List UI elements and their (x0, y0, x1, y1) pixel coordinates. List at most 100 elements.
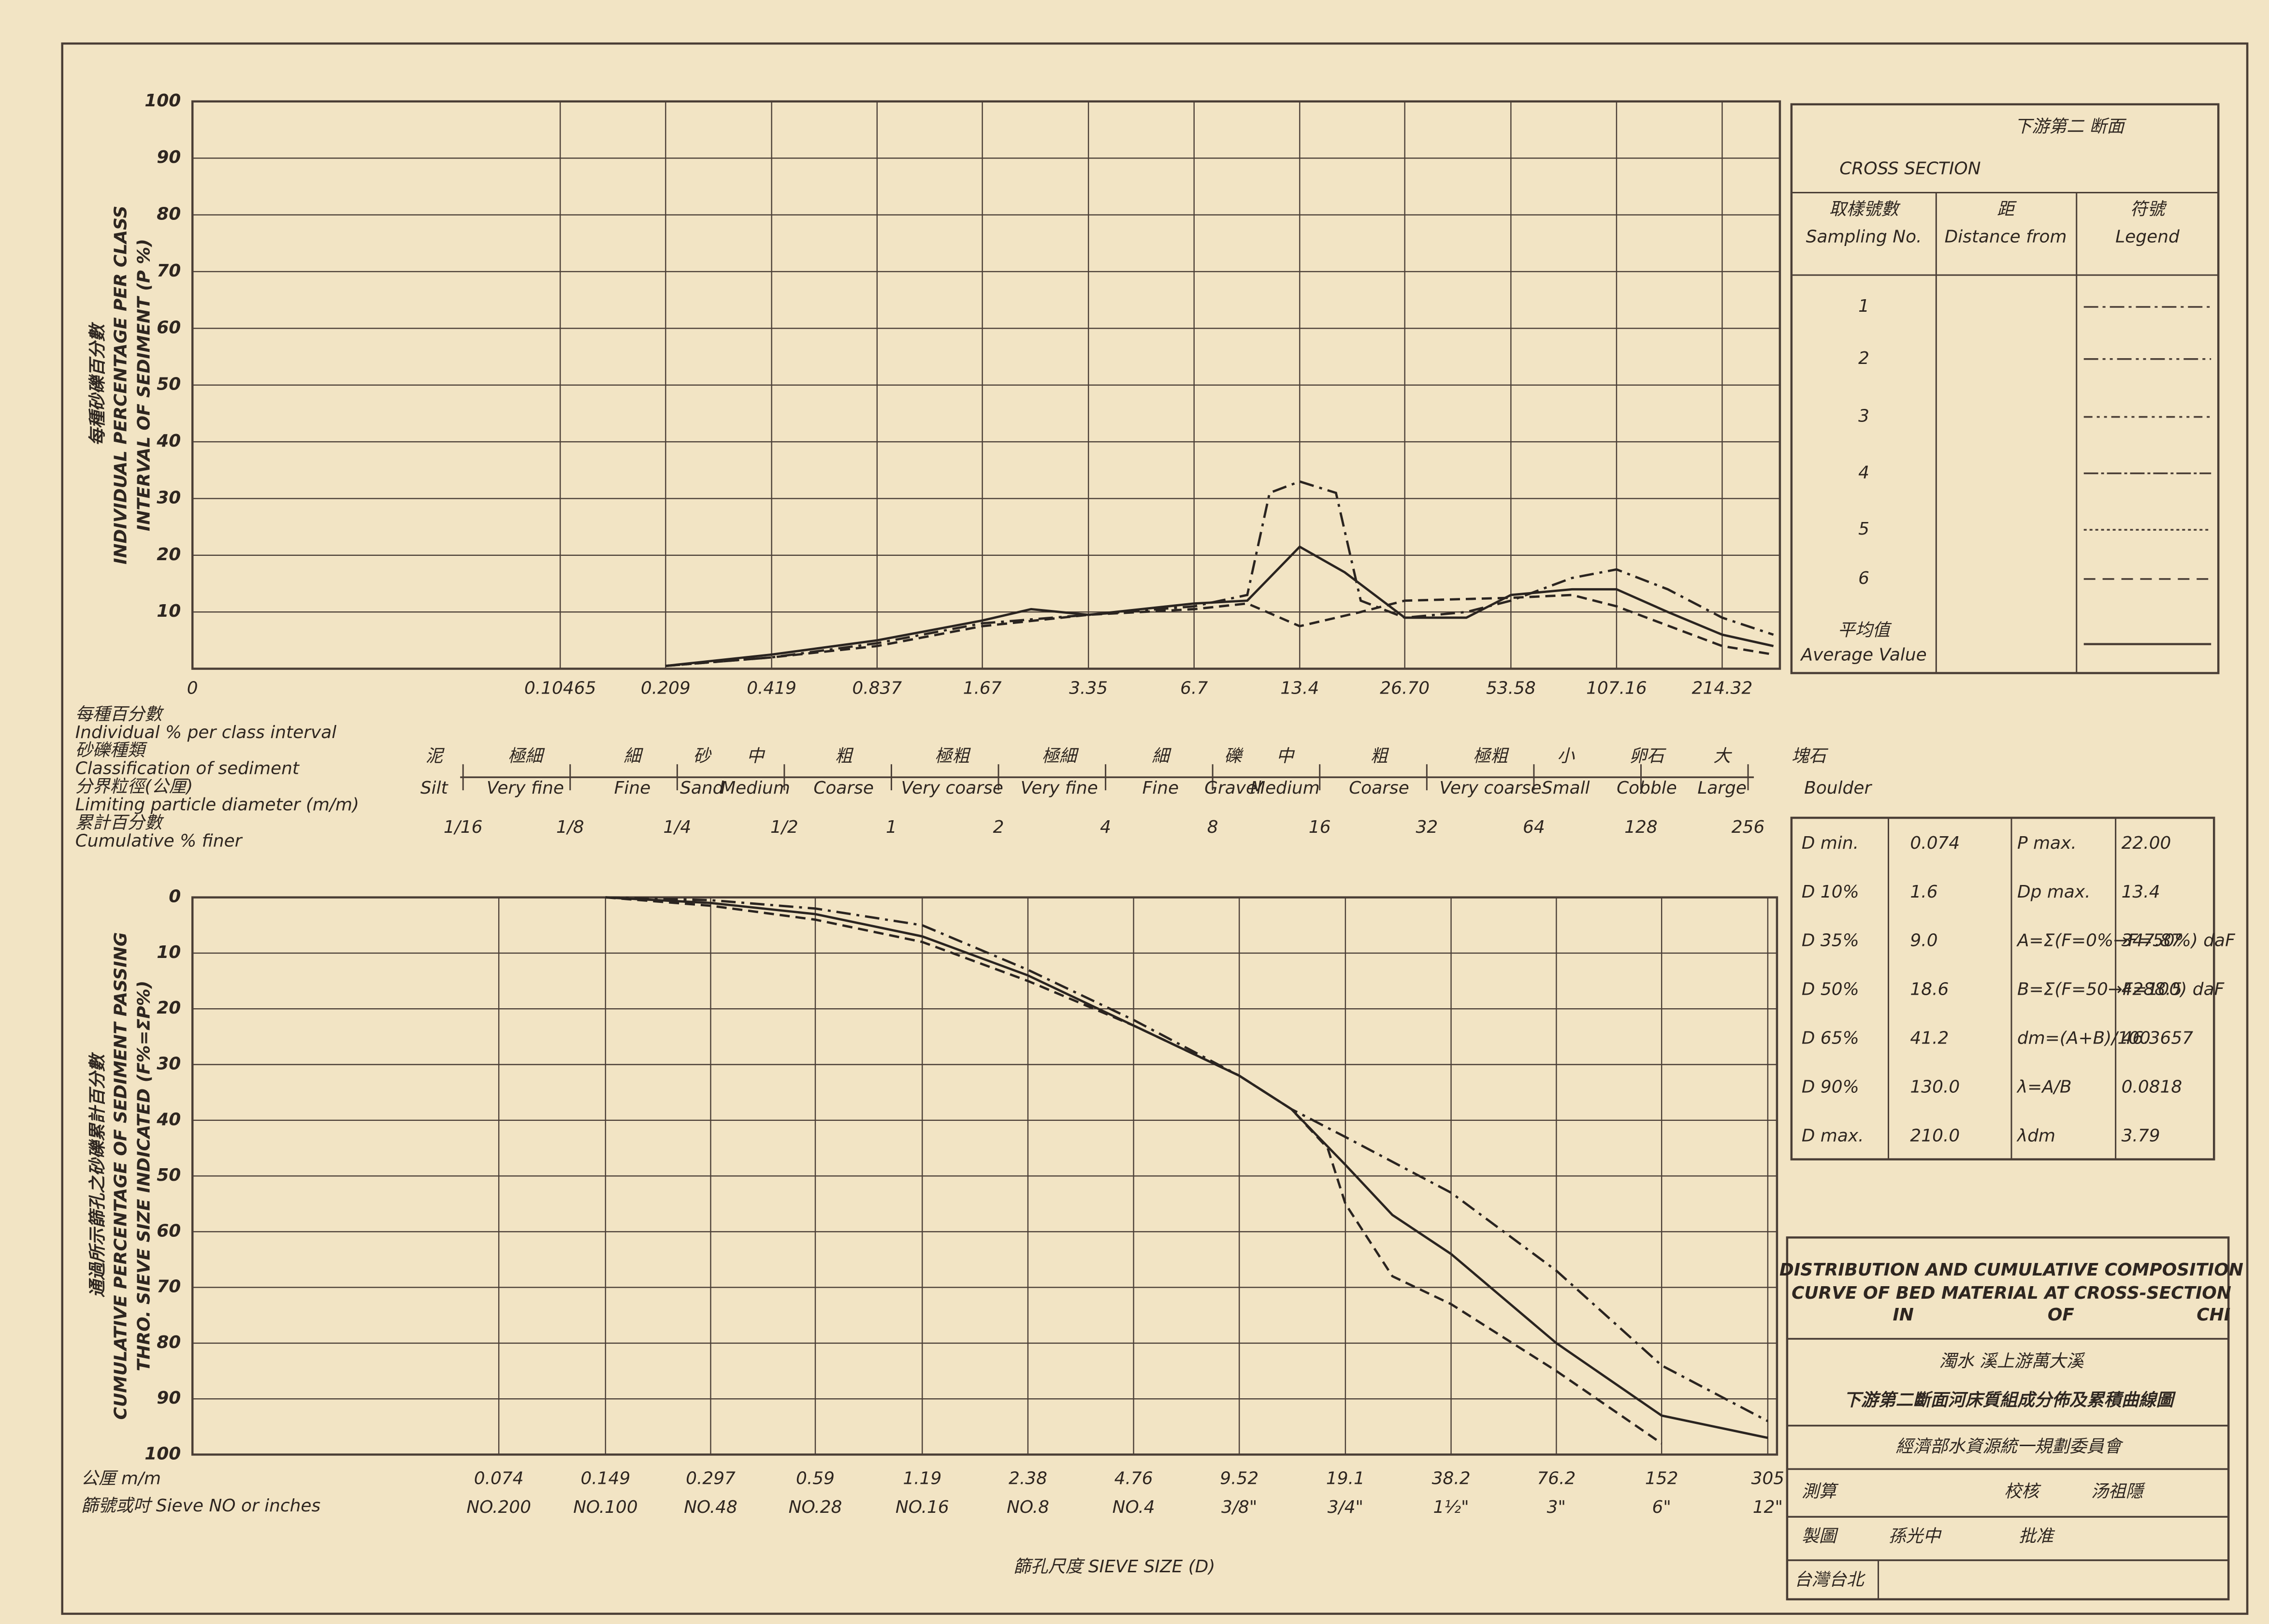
class-zh: 細 (1152, 746, 1171, 766)
y-tick-label: 30 (157, 488, 181, 508)
row-label: Classification of sediment (75, 759, 300, 779)
title-english: OF (2048, 1305, 2075, 1325)
x-tick-label: 214.32 (1692, 678, 1753, 698)
param-cell: dm=(A+B)/100 (2017, 1029, 2151, 1048)
limit-label: 8 (1207, 817, 1218, 837)
param-cell: 18.6 (1910, 980, 1949, 1000)
average-label: Average Value (1800, 645, 1927, 665)
y-tick-label: 70 (157, 1277, 181, 1297)
row-label: 砂礫種類 (75, 740, 148, 760)
param-cell: Dp max. (2017, 882, 2091, 902)
title-english: CHI (2197, 1305, 2230, 1325)
table-frame (1790, 103, 2220, 674)
x-tick-label: 3.35 (1069, 678, 1108, 698)
row-label: 分界粒徑(公厘) (75, 777, 193, 797)
param-cell: B=Σ(F=50→F=100) daF (2017, 980, 2225, 1000)
y-tick-label: 50 (157, 1165, 181, 1185)
param-cell: D 65% (1802, 1029, 1859, 1048)
param-cell: 210.0 (1910, 1126, 1960, 1146)
param-frame (1790, 816, 2215, 1160)
limit-label: 256 (1732, 817, 1765, 837)
sieve-label: 12" (1753, 1497, 1783, 1517)
sample-number: 1 (1858, 296, 1869, 316)
x-tick-label: 0.10465 (524, 678, 596, 698)
x-tick-label: 0.837 (852, 678, 902, 698)
y-axis-label: 通過所示篩孔之砂礫累計百分數 (88, 1052, 108, 1298)
data-line (665, 545, 1774, 667)
x-tick-label: 38.2 (1432, 1468, 1471, 1488)
axis-note: 公厘 m/m (81, 1468, 161, 1488)
class-en: Cobble (1617, 778, 1677, 798)
river-name: 濁水 溪上游萬大溪 (1939, 1351, 2086, 1371)
x-tick-label: 107.16 (1586, 678, 1647, 698)
param-cell: 41.2 (1910, 1029, 1949, 1048)
limit-label: 16 (1309, 817, 1331, 837)
x-axis-label: 篩孔尺度 SIEVE SIZE (D) (1013, 1557, 1215, 1577)
limit-label: 1 (886, 817, 897, 837)
class-en: Silt (420, 778, 449, 798)
param-cell: D min. (1802, 833, 1859, 853)
table-header: Distance from (1945, 227, 2067, 246)
param-cell: 4288.5 (2122, 980, 2182, 1000)
class-zh: 極細 (1042, 746, 1079, 766)
sieve-label: 3/4" (1328, 1497, 1363, 1517)
class-en: Coarse (1349, 778, 1409, 798)
x-tick-label: 0.149 (580, 1468, 630, 1488)
y-axis-label: THRO. SIEVE SIZE INDICATED (F%=ΣP%) (134, 981, 154, 1371)
y-tick-label: 100 (145, 1444, 181, 1464)
y-tick-label: 30 (157, 1054, 181, 1073)
class-en: Large (1697, 778, 1747, 798)
x-tick-label: 53.58 (1486, 678, 1536, 698)
sieve-label: 3/8" (1221, 1497, 1257, 1517)
average-label: 平均值 (1838, 621, 1892, 640)
sieve-label: NO.4 (1113, 1497, 1155, 1517)
class-zh: 極細 (508, 746, 545, 766)
class-en: Very coarse (1439, 778, 1541, 798)
y-tick-label: 10 (157, 942, 181, 962)
sieve-label: NO.16 (896, 1497, 949, 1517)
x-tick-label: 9.52 (1220, 1468, 1258, 1488)
limit-label: 2 (993, 817, 1004, 837)
origin-label: 0 (187, 678, 198, 698)
limit-label: 32 (1416, 817, 1438, 837)
y-tick-label: 50 (157, 375, 181, 394)
place: 台灣台北 (1794, 1570, 1866, 1590)
sieve-label: NO.8 (1007, 1497, 1049, 1517)
limit-label: 1/2 (770, 817, 798, 837)
x-tick-label: 0.297 (686, 1468, 736, 1488)
class-en: Medium (1250, 778, 1320, 798)
limit-label: 1/4 (663, 817, 691, 837)
class-zh: 小 (1557, 746, 1575, 766)
param-cell: D max. (1802, 1126, 1864, 1146)
param-cell: 46.3657 (2122, 1029, 2194, 1048)
y-tick-label: 20 (157, 998, 181, 1018)
row-label: Limiting particle diameter (m/m) (75, 795, 359, 815)
class-en: Boulder (1804, 778, 1872, 798)
data-line (605, 896, 1662, 1445)
param-cell: 3.79 (2122, 1126, 2160, 1146)
x-tick-label: 4.76 (1114, 1468, 1153, 1488)
param-cell: λ=A/B (2016, 1077, 2072, 1097)
sieve-label: 1½" (1433, 1497, 1469, 1517)
class-zh: 中 (747, 746, 766, 766)
sample-number: 4 (1858, 463, 1869, 482)
limit-label: 4 (1100, 817, 1111, 837)
y-tick-label: 10 (157, 601, 181, 621)
sample-number: 5 (1858, 519, 1869, 539)
row-label: Individual % per class interval (75, 723, 337, 742)
class-zh: 中 (1276, 746, 1295, 766)
class-en: Coarse (813, 778, 874, 798)
param-cell: λdm (2016, 1126, 2055, 1146)
param-cell: 0.074 (1910, 833, 1960, 853)
x-tick-label: 26.70 (1380, 678, 1430, 698)
param-cell: D 10% (1802, 882, 1859, 902)
sample-number: 2 (1858, 348, 1869, 368)
row-label: 每種百分數 (75, 704, 165, 724)
row-label: Cumulative % finer (75, 831, 243, 851)
sample-number: 6 (1858, 568, 1869, 588)
class-en: Very coarse (901, 778, 1003, 798)
class-en: Fine (1142, 778, 1179, 798)
param-cell: 347.87 (2122, 931, 2182, 951)
sign-label: 製圖 (1802, 1526, 1839, 1546)
